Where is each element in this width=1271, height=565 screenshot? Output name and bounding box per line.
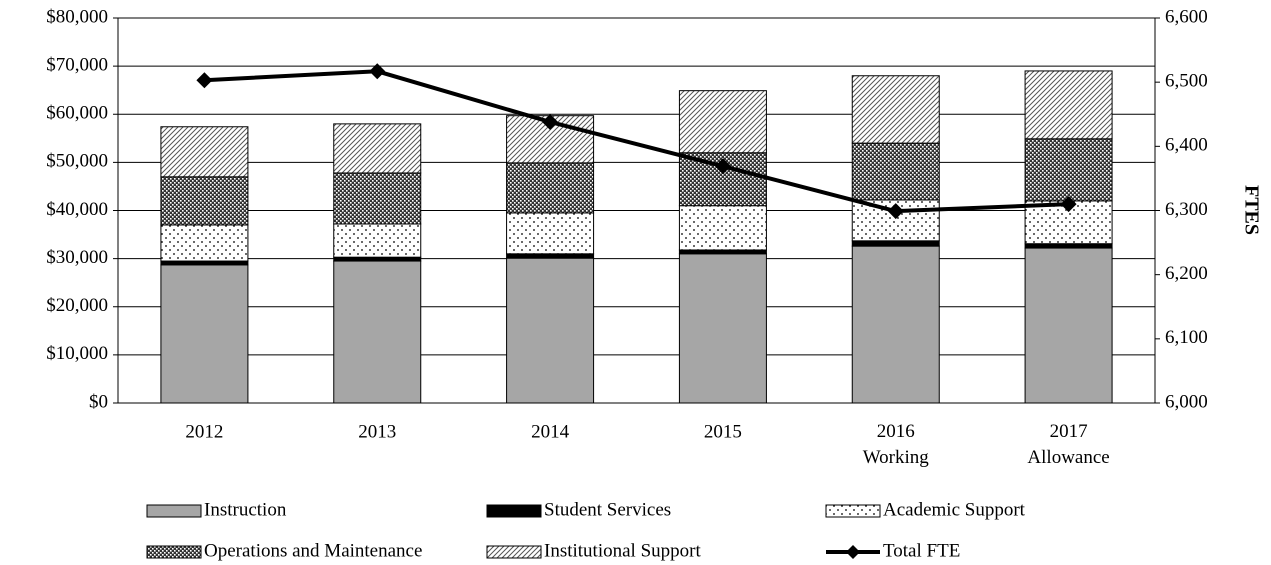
- line: [204, 69, 1069, 214]
- legend-label: Institutional Support: [544, 540, 701, 561]
- bar-segment: [851, 142, 940, 201]
- legend-label: Total FTE: [883, 540, 960, 561]
- bar-segment: [333, 123, 422, 174]
- bar-segment: [678, 205, 767, 251]
- legend-swatch: [146, 504, 202, 518]
- y2-tick-label: 6,000: [1165, 391, 1208, 412]
- bar-segment: [160, 260, 249, 266]
- legend-swatch: [486, 545, 542, 559]
- bar-segment: [160, 264, 249, 404]
- line-marker: [196, 72, 213, 89]
- legend-label: Student Services: [544, 499, 671, 520]
- bar-segment: [678, 90, 767, 154]
- bar-segment: [160, 224, 249, 262]
- line-marker: [542, 113, 559, 130]
- bar-segment: [160, 126, 249, 178]
- x-tick-label: 2016 Working: [863, 421, 930, 468]
- y-tick-label: $50,000: [46, 151, 108, 172]
- legend-label: Instruction: [204, 499, 287, 520]
- bar-segment: [851, 75, 940, 144]
- bar-segment: [333, 256, 422, 262]
- y2-tick-label: 6,100: [1165, 327, 1208, 348]
- bar-segment: [1024, 138, 1113, 202]
- y2-axis-label: FTES: [1240, 185, 1262, 235]
- x-tick-label: 2012: [185, 421, 223, 442]
- bar-segment: [160, 176, 249, 226]
- y-tick-label: $0: [89, 391, 108, 412]
- bar-segment: [333, 223, 422, 258]
- y-tick-label: $30,000: [46, 247, 108, 268]
- bar-segment: [678, 253, 767, 404]
- line-marker: [1060, 196, 1077, 213]
- y2-tick-label: 6,600: [1165, 6, 1208, 27]
- x-tick-label: 2017 Allowance: [1027, 421, 1109, 468]
- bar-segment: [1024, 247, 1113, 404]
- bar-segment: [678, 249, 767, 255]
- legend-swatch: [486, 504, 542, 518]
- x-tick-label: 2015: [704, 421, 742, 442]
- bar-segment: [1024, 70, 1113, 140]
- bar-segment: [506, 212, 595, 255]
- y2-tick-label: 6,300: [1165, 199, 1208, 220]
- bar-segment: [851, 240, 940, 247]
- y-tick-label: $60,000: [46, 103, 108, 124]
- y-tick-label: $40,000: [46, 199, 108, 220]
- bar-segment: [506, 257, 595, 404]
- legend-swatch: [825, 504, 881, 518]
- y-tick-label: $80,000: [46, 6, 108, 27]
- bar-segment: [333, 260, 422, 404]
- legend-marker: [846, 545, 860, 559]
- y2-tick-label: 6,500: [1165, 71, 1208, 92]
- line-marker: [714, 158, 731, 175]
- y-tick-label: $10,000: [46, 343, 108, 364]
- bar-segment: [851, 245, 940, 404]
- y-tick-label: $70,000: [46, 54, 108, 75]
- legend-label: Operations and Maintenance: [204, 540, 422, 561]
- bar-segment: [506, 162, 595, 214]
- bar-segment: [333, 172, 422, 225]
- x-tick-label: 2013: [358, 421, 396, 442]
- legend-label: Academic Support: [883, 499, 1026, 520]
- y2-tick-label: 6,200: [1165, 263, 1208, 284]
- x-tick-label: 2014: [531, 421, 570, 442]
- bar-segment: [506, 253, 595, 259]
- line-marker: [887, 203, 904, 220]
- y-tick-label: $20,000: [46, 295, 108, 316]
- y2-tick-label: 6,400: [1165, 135, 1208, 156]
- legend-swatch: [146, 545, 202, 559]
- line-marker: [369, 63, 386, 80]
- bar-segment: [1024, 243, 1113, 249]
